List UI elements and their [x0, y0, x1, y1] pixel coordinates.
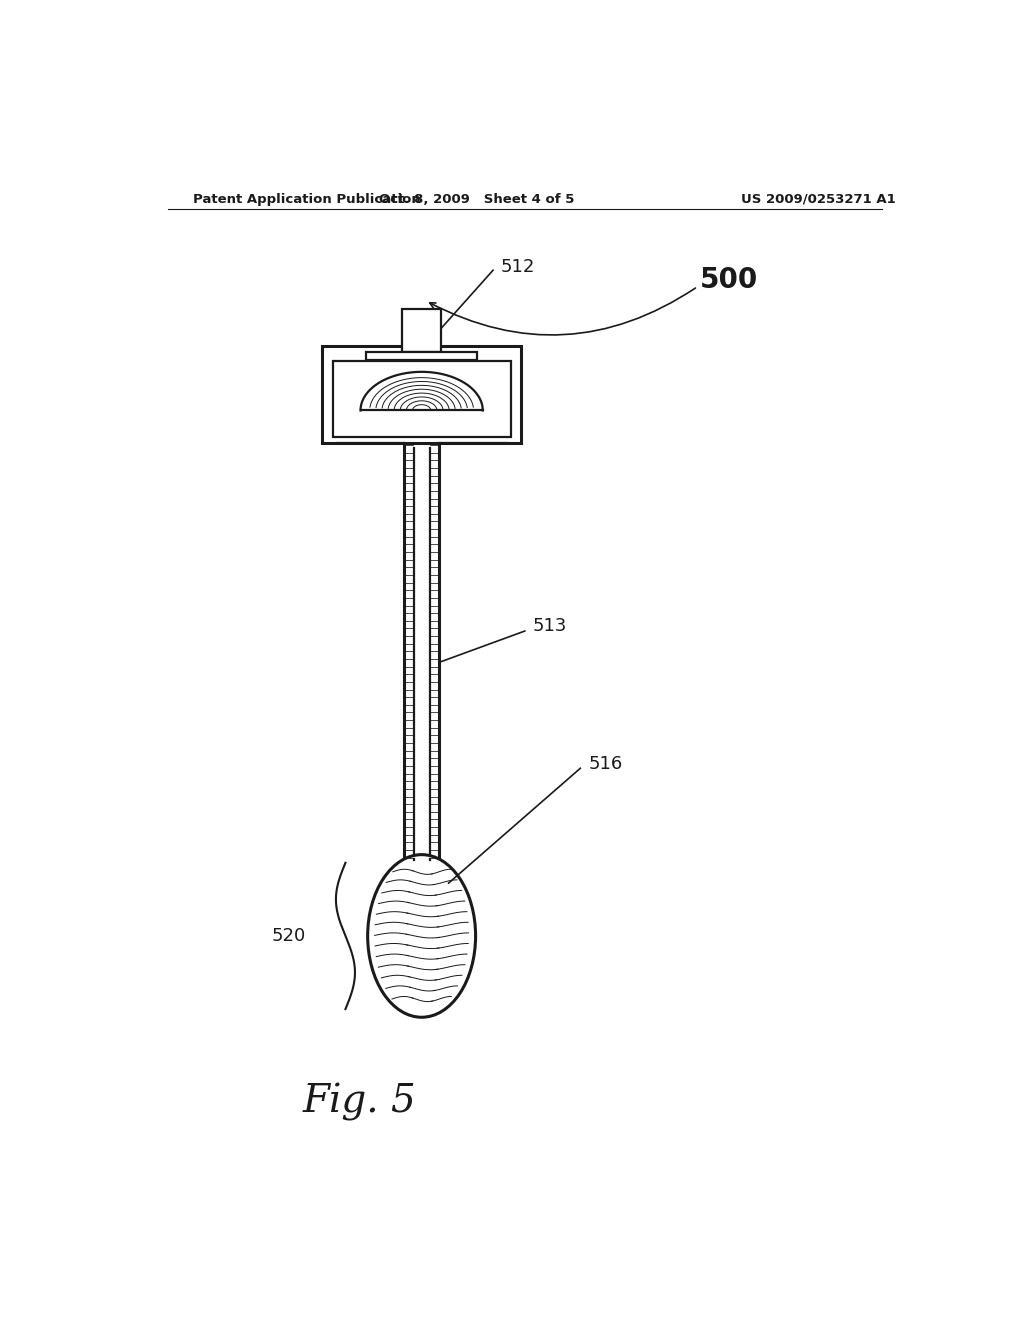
Bar — [323, 346, 521, 444]
Text: US 2009/0253271 A1: US 2009/0253271 A1 — [741, 193, 896, 206]
Text: 513: 513 — [532, 616, 567, 635]
Text: Fig. 5: Fig. 5 — [303, 1082, 417, 1121]
Text: 520: 520 — [271, 927, 306, 945]
Text: Patent Application Publication: Patent Application Publication — [194, 193, 421, 206]
Bar — [367, 351, 477, 359]
Ellipse shape — [368, 854, 475, 1018]
Text: 512: 512 — [501, 259, 536, 276]
Text: 516: 516 — [588, 755, 623, 774]
Bar — [333, 360, 511, 437]
Text: Oct. 8, 2009   Sheet 4 of 5: Oct. 8, 2009 Sheet 4 of 5 — [380, 193, 574, 206]
Bar — [401, 309, 441, 351]
Text: 500: 500 — [699, 267, 758, 294]
